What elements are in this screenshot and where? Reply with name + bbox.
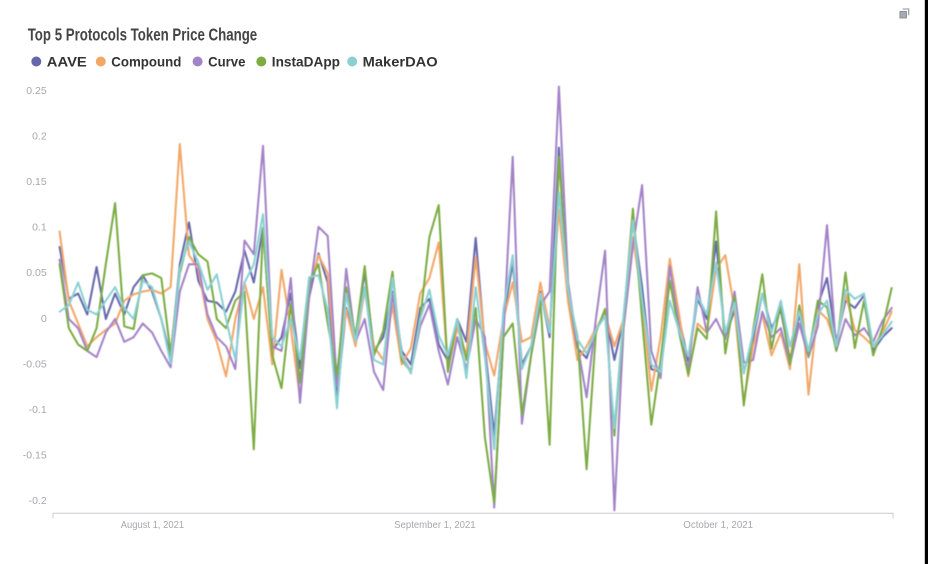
svg-text:August 1, 2021: August 1, 2021 [121,519,185,531]
svg-text:MakerDAO: MakerDAO [363,53,438,69]
svg-text:-0.15: -0.15 [23,450,47,462]
svg-text:InstaDApp: InstaDApp [272,53,340,69]
svg-text:0: 0 [41,313,47,325]
svg-text:AAVE: AAVE [47,53,87,69]
svg-text:0.1: 0.1 [32,222,47,234]
svg-text:Compound: Compound [111,53,181,69]
svg-text:0.25: 0.25 [26,85,47,97]
svg-text:0.2: 0.2 [32,131,47,143]
svg-text:October 1, 2021: October 1, 2021 [683,519,753,531]
svg-text:-0.2: -0.2 [29,495,47,507]
svg-text:0.15: 0.15 [26,176,47,188]
svg-text:0.05: 0.05 [26,267,47,279]
svg-text:Top 5 Protocols Token Price Ch: Top 5 Protocols Token Price Change [28,25,258,45]
svg-text:September 1, 2021: September 1, 2021 [394,519,476,531]
svg-text:Curve: Curve [208,53,245,69]
svg-text:-0.05: -0.05 [23,358,47,370]
svg-text:-0.1: -0.1 [29,404,47,416]
